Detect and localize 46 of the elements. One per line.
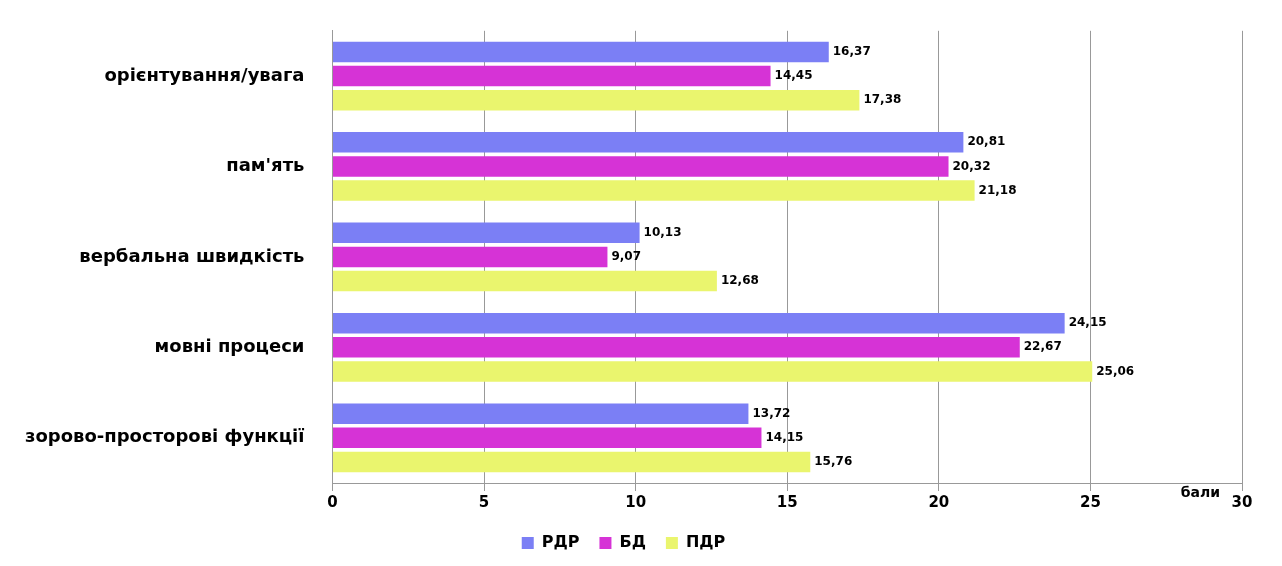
x-tick-label: 30 — [1231, 492, 1253, 511]
data-label: 21,18 — [978, 182, 1017, 197]
y-tick-label: зорово-просторові функції — [25, 425, 305, 447]
bar — [332, 337, 1020, 358]
bar — [332, 451, 811, 473]
data-label: 14,15 — [765, 429, 804, 444]
data-label: 25,06 — [1096, 363, 1135, 378]
data-label: 20,81 — [967, 134, 1006, 149]
bar — [332, 270, 717, 292]
x-tick-label: 0 — [327, 492, 338, 511]
y-tick-label: вербальна швидкість — [79, 244, 305, 266]
bar — [332, 180, 975, 201]
bar — [332, 132, 964, 153]
y-tick-label: орієнтування/увага — [104, 63, 305, 85]
x-tick-label: 15 — [776, 492, 798, 511]
bar — [332, 427, 762, 449]
x-tick-label: 5 — [478, 492, 490, 511]
x-tick-label: 25 — [1079, 492, 1101, 511]
data-label: 20,32 — [952, 158, 991, 173]
data-label: 9,07 — [611, 249, 642, 264]
data-label: 12,68 — [720, 273, 759, 288]
legend-label: ПДР — [685, 532, 726, 552]
x-axis-title: бали — [1180, 483, 1220, 500]
data-label: 13,72 — [752, 405, 791, 420]
x-tick-label: 20 — [928, 492, 950, 511]
data-label: 16,37 — [832, 44, 871, 59]
bar — [332, 222, 640, 244]
data-label: 14,45 — [774, 68, 813, 83]
bar — [332, 65, 771, 87]
data-label: 24,15 — [1068, 315, 1107, 330]
bar — [332, 403, 749, 424]
bar — [332, 156, 949, 177]
data-label: 17,38 — [863, 92, 902, 107]
data-label: 15,76 — [814, 454, 853, 469]
y-tick-label: мовні процеси — [154, 335, 305, 357]
y-tick-label: пам'ять — [226, 154, 305, 176]
data-label: 10,13 — [643, 224, 682, 239]
legend-label: БД — [619, 532, 646, 552]
bar — [332, 361, 1093, 382]
data-label: 22,67 — [1023, 339, 1062, 354]
bar — [332, 246, 608, 268]
x-tick-label: 10 — [625, 492, 647, 511]
legend-label: РДР — [541, 532, 580, 552]
bar — [332, 41, 829, 63]
bar — [332, 312, 1065, 334]
bar — [332, 89, 860, 111]
